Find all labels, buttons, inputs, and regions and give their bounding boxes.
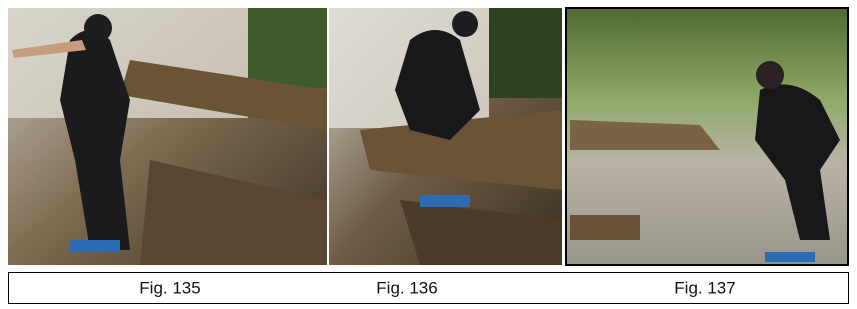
photo: [8, 8, 327, 265]
page: Fig. 135 Fig. 136 Fig. 137 (() => { cons…: [0, 0, 857, 309]
photo: [566, 8, 848, 265]
photo: [329, 8, 562, 265]
caption: Fig. 135: [139, 278, 200, 297]
figure-panel: Fig. 135 Fig. 136 Fig. 137: [0, 0, 857, 309]
caption: Fig. 136: [376, 278, 437, 297]
caption: Fig. 137: [674, 278, 735, 297]
